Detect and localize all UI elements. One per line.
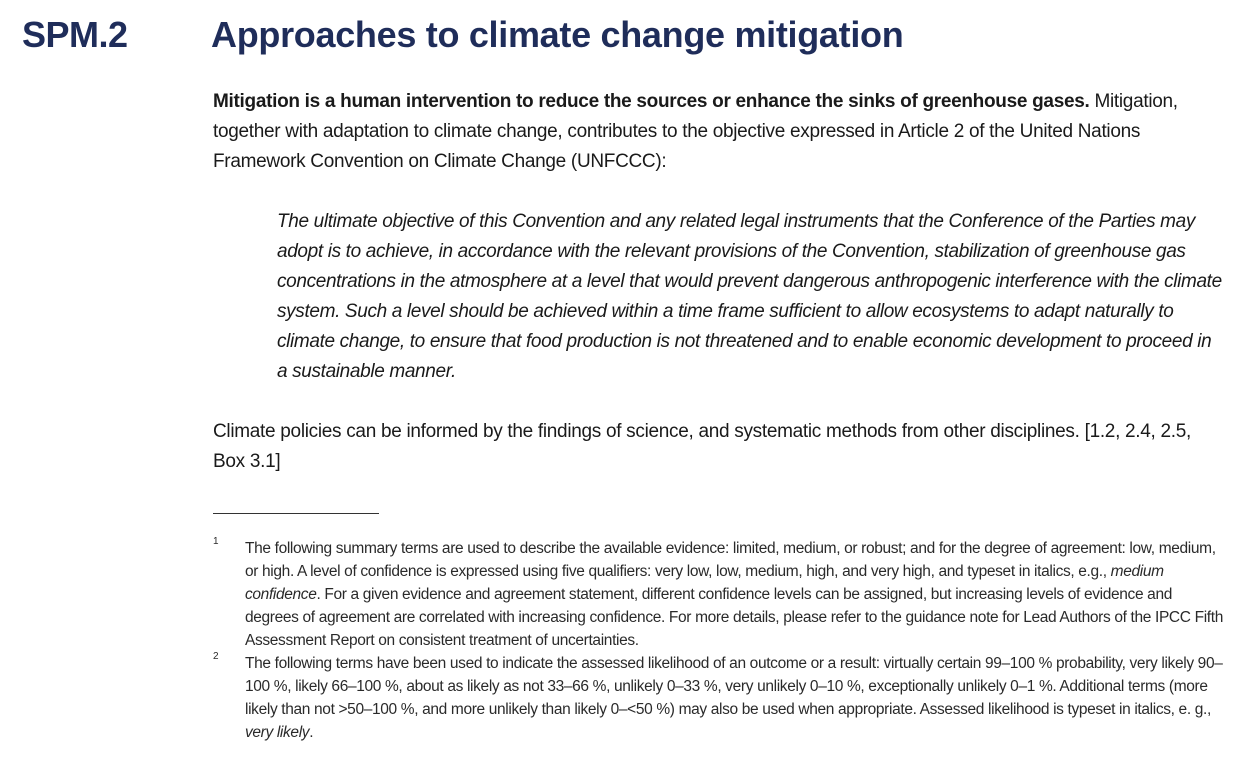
footnote-1: 1 The following summary terms are used t… — [213, 536, 1223, 652]
intro-bold-lead: Mitigation is a human intervention to re… — [213, 91, 1090, 112]
footnote-2-italic: very likely — [245, 724, 310, 741]
footnote-2-text: The following terms have been used to in… — [245, 652, 1223, 744]
footnote-divider — [213, 513, 379, 514]
intro-text: Mitiga­tion, together with adaptation to… — [213, 91, 1178, 172]
footnote-2-part2: . — [309, 724, 314, 741]
footnote-2-mark: 2 — [213, 651, 219, 662]
footnote-1-part1: The following summary terms are used to … — [245, 540, 1216, 580]
footnote-1-part2: . For a given evidence and agreement sta… — [245, 586, 1223, 649]
intro-paragraph: Mitigation is a human intervention to re… — [213, 87, 1223, 177]
policy-paragraph: Climate policies can be informed by the … — [213, 421, 1191, 472]
footnote-1-italic: medium confidence — [245, 563, 1164, 603]
footnote-1-text: The following summary terms are used to … — [245, 537, 1223, 652]
section-title: Approaches to climate change mitigation — [211, 14, 904, 55]
footnote-2-part1: The following terms have been used to in… — [245, 655, 1223, 718]
footnote-1-mark: 1 — [213, 536, 219, 547]
unfccc-quote: The ultimate objective of this Conventio… — [277, 211, 1222, 382]
footnote-2: 2 The following terms have been used to … — [213, 651, 1223, 744]
section-number: SPM.2 — [22, 14, 128, 55]
